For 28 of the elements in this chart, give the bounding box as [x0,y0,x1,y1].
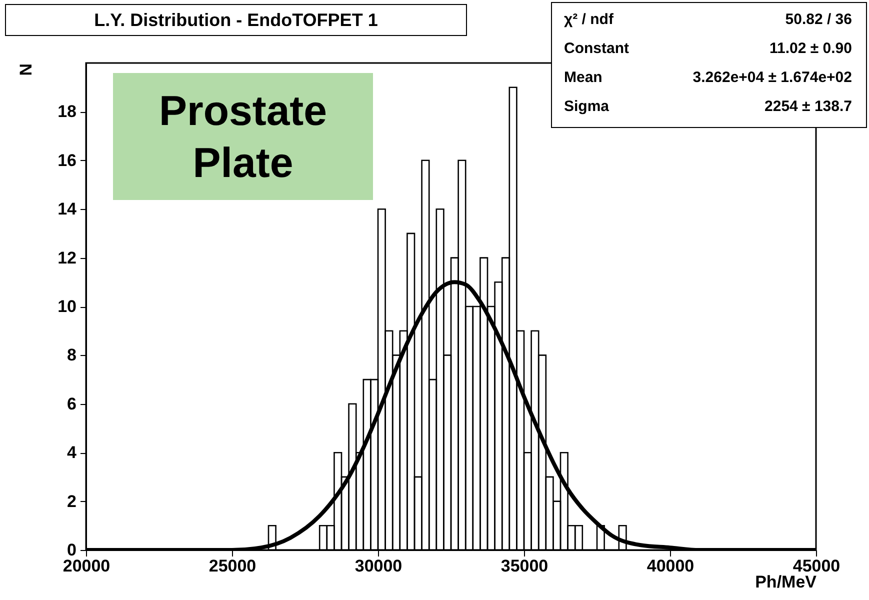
text: Constant [564,40,629,57]
y-tick-label: 0 [67,540,76,560]
y-tick-label: 2 [67,492,76,511]
y-tick-label: 6 [67,394,76,414]
annotation: 3.262e+04 ± 1.674e+02 [692,69,852,86]
x-tick-label: 35000 [500,556,548,576]
y-axis-title: N [16,64,36,76]
x-tick-label: 40000 [646,556,694,576]
x-tick-label: 25000 [208,556,256,576]
annotation: Mean [564,69,602,86]
y-tick-label: 12 [58,248,76,268]
y-tick-label: 8 [67,346,76,365]
text: χ² / ndf [564,11,614,28]
y-tick-label: 16 [58,150,76,170]
y-tick-label: 14 [58,200,78,219]
annotation: Prostate Plate [113,73,373,200]
x-tick-label: 20000 [62,556,110,576]
x-tick-label: 30000 [354,556,402,576]
text: 50.82 / 36 [785,11,852,28]
x-axis-title: Ph/MeV [755,572,818,592]
annotation: Sigma [564,98,610,115]
x-tick-label: 45000 [792,556,840,576]
y-tick-label: 4 [67,443,78,462]
annotation: 2254 ± 138.7 [764,98,852,115]
y-tick-label: 18 [58,102,76,122]
chart-title: L.Y. Distribution - EndoTOFPET 1 [5,4,467,36]
text: 11.02 ± 0.90 [770,40,852,57]
y-tick-label: 10 [58,297,76,316]
